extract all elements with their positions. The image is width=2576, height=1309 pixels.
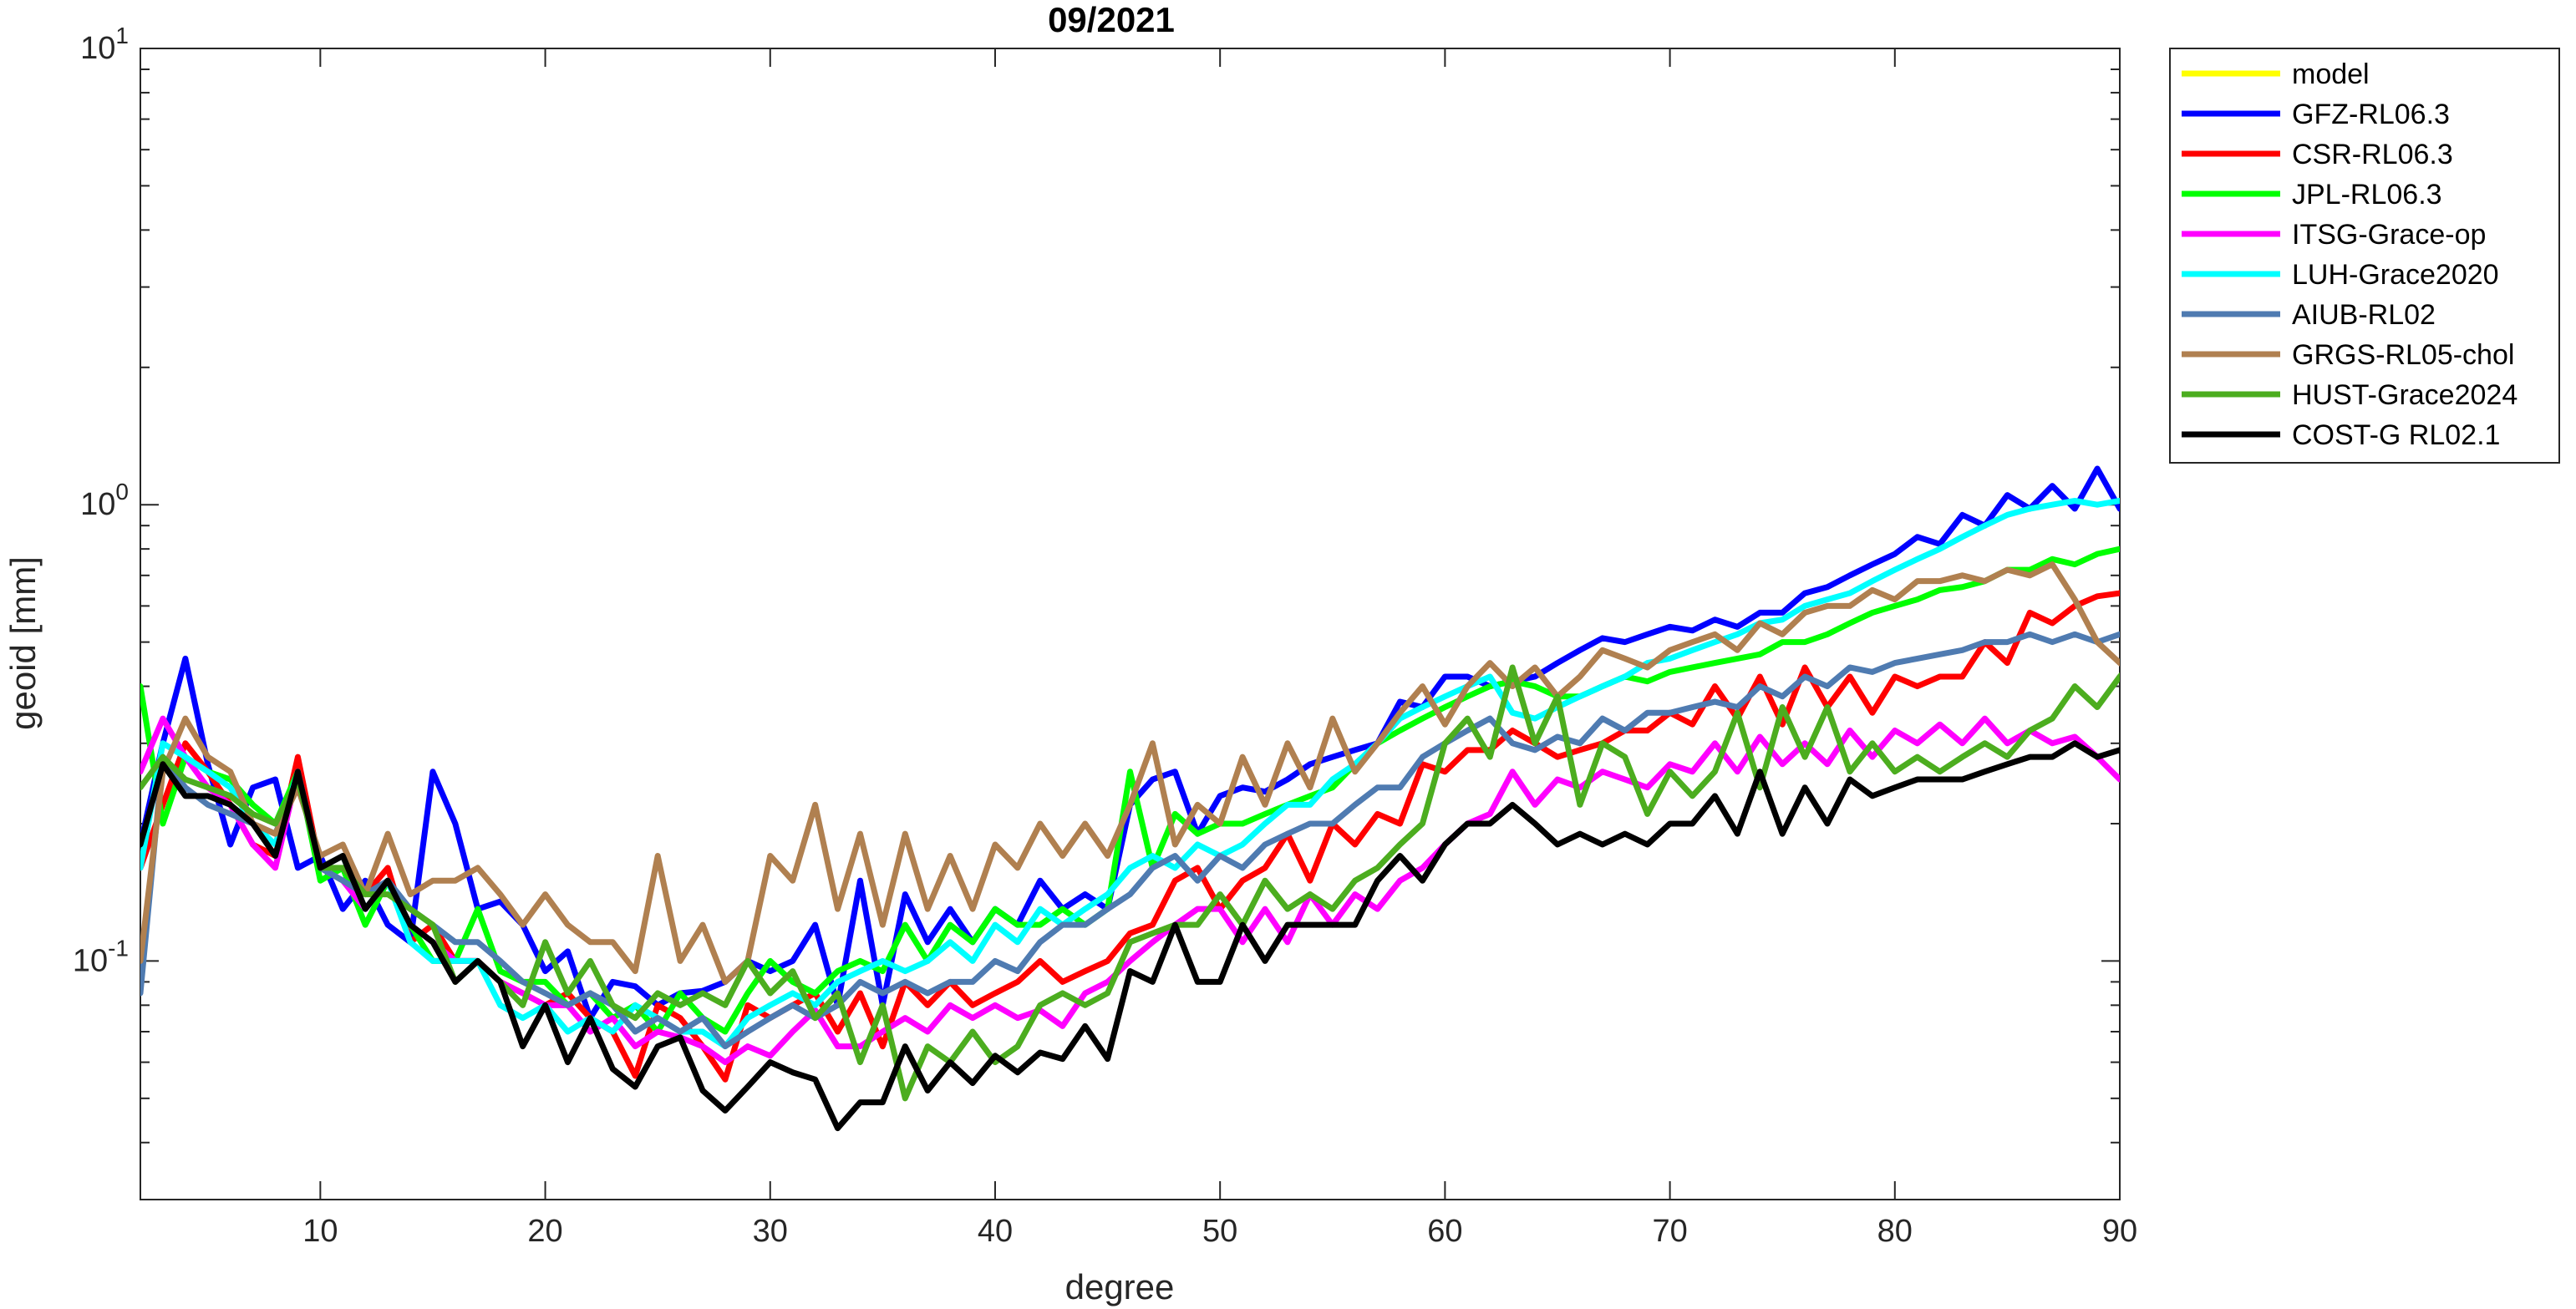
x-tick-label: 20	[527, 1214, 562, 1249]
series-line-jpl-rl06-3	[140, 545, 2120, 1035]
legend-entry-label: HUST-Grace2024	[2292, 379, 2518, 411]
series-group	[140, 465, 2120, 1132]
series-line-grgs-rl05-chol	[140, 561, 2120, 985]
y-axis-label: geoid [mm]	[3, 556, 43, 730]
y-tick-label: 10-1	[73, 935, 129, 978]
series-line-gfz-rl06-3	[140, 465, 2120, 1022]
legend-entry-label: GFZ-RL06.3	[2292, 99, 2450, 130]
x-tick-label: 60	[1427, 1214, 1462, 1249]
x-tick-label: 80	[1877, 1214, 1913, 1249]
y-tick-label: 100	[80, 479, 129, 522]
legend-entry-label: JPL-RL06.3	[2292, 179, 2442, 211]
legend-entry-label: CSR-RL06.3	[2292, 139, 2453, 170]
x-axis-label: degree	[1065, 1267, 1175, 1306]
legend: model GFZ-RL06.3 CSR-RL06.3 JPL-RL06.3 ITSG-…	[2169, 48, 2560, 464]
x-tick-label: 70	[1652, 1214, 1687, 1249]
chart-title: 09/2021	[1048, 0, 1175, 39]
x-tick-label: 50	[1202, 1214, 1237, 1249]
legend-entry-label: GRGS-RL05-chol	[2292, 339, 2514, 371]
x-tick-label: 90	[2102, 1214, 2137, 1249]
axes-box	[140, 48, 2121, 1200]
legend-entry-label: LUH-Grace2020	[2292, 259, 2499, 291]
legend-entry-label: model	[2292, 58, 2370, 90]
series-line-aiub-rl02	[140, 631, 2120, 1050]
legend-entry-label: AIUB-RL02	[2292, 299, 2436, 331]
legend-entry-label: ITSG-Grace-op	[2292, 219, 2486, 251]
x-tick-label: 30	[753, 1214, 788, 1249]
plot-area: 10 20 30 40 50 60 70 80 90 10-1 100 101	[73, 23, 2137, 1249]
legend-entry-label: COST-G RL02.1	[2292, 419, 2500, 451]
y-tick-label: 101	[80, 23, 129, 66]
x-tick-label: 40	[978, 1214, 1013, 1249]
x-tick-label: 10	[302, 1214, 338, 1249]
series-line-cost-g-rl02-1	[140, 740, 2120, 1132]
